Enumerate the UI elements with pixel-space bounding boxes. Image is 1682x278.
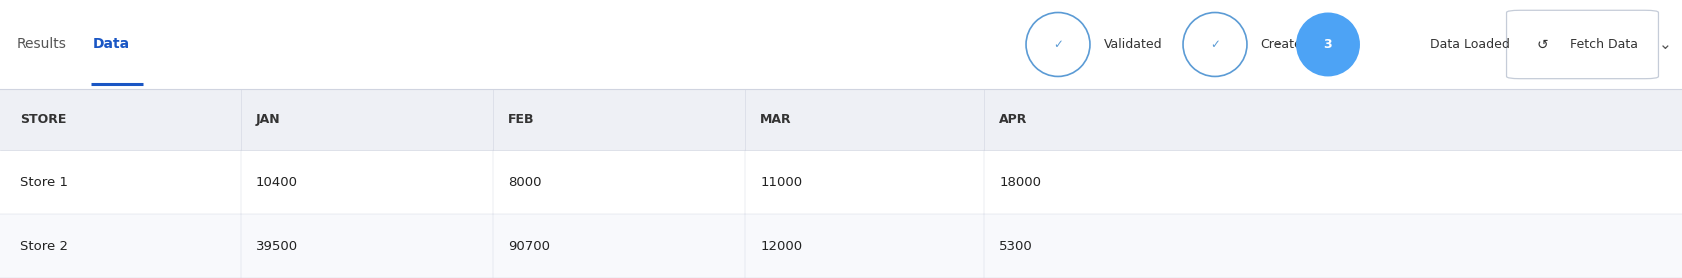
Text: 90700: 90700	[508, 240, 550, 252]
Text: MAR: MAR	[760, 113, 792, 126]
Text: FEB: FEB	[508, 113, 535, 126]
Text: Results: Results	[17, 38, 67, 51]
Text: Fetch Data: Fetch Data	[1571, 38, 1638, 51]
Text: APR: APR	[999, 113, 1028, 126]
Text: 10400: 10400	[256, 176, 298, 188]
Text: STORE: STORE	[20, 113, 67, 126]
Text: 39500: 39500	[256, 240, 298, 252]
Bar	[0, 150, 1682, 214]
Text: 8000: 8000	[508, 176, 542, 188]
Text: 18000: 18000	[999, 176, 1041, 188]
Text: 3: 3	[1324, 38, 1332, 51]
Text: ↺: ↺	[1537, 38, 1549, 51]
Ellipse shape	[1297, 13, 1361, 76]
Text: Created: Created	[1260, 38, 1310, 51]
Text: ⌄: ⌄	[1658, 37, 1672, 52]
Text: Validated: Validated	[1103, 38, 1162, 51]
FancyBboxPatch shape	[1507, 10, 1658, 79]
Bar	[0, 0, 1682, 89]
Bar	[0, 89, 1682, 150]
Text: ✓: ✓	[1053, 38, 1063, 51]
Text: Data Loaded: Data Loaded	[1430, 38, 1510, 51]
Bar	[0, 214, 1682, 278]
Text: 12000: 12000	[760, 240, 802, 252]
Ellipse shape	[1026, 13, 1090, 76]
Text: 5300: 5300	[999, 240, 1033, 252]
Text: Store 1: Store 1	[20, 176, 69, 188]
Text: 11000: 11000	[760, 176, 802, 188]
Text: –: –	[1275, 38, 1282, 51]
Text: JAN: JAN	[256, 113, 281, 126]
Text: ✓: ✓	[1209, 38, 1219, 51]
Ellipse shape	[1182, 13, 1246, 76]
Text: Store 2: Store 2	[20, 240, 69, 252]
Text: Data: Data	[93, 38, 130, 51]
